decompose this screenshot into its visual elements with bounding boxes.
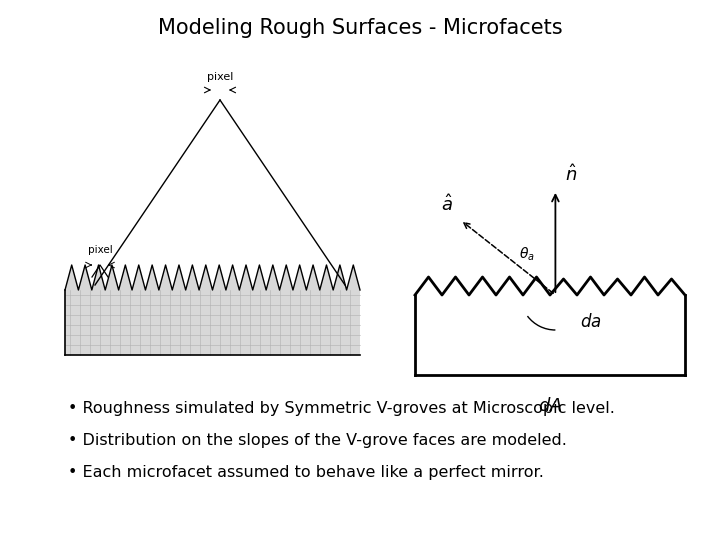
Polygon shape — [65, 265, 360, 355]
Text: • Distribution on the slopes of the V-grove faces are modeled.: • Distribution on the slopes of the V-gr… — [68, 433, 567, 448]
Text: $\hat{n}$: $\hat{n}$ — [565, 164, 577, 185]
Text: • Roughness simulated by Symmetric V-groves at Microscopic level.: • Roughness simulated by Symmetric V-gro… — [68, 401, 615, 415]
Text: • Each microfacet assumed to behave like a perfect mirror.: • Each microfacet assumed to behave like… — [68, 464, 544, 480]
Text: Modeling Rough Surfaces - Microfacets: Modeling Rough Surfaces - Microfacets — [158, 18, 562, 38]
Text: pixel: pixel — [88, 245, 112, 255]
Text: $\hat{a}$: $\hat{a}$ — [441, 194, 452, 215]
Text: pixel: pixel — [207, 72, 233, 82]
Text: $da$: $da$ — [580, 313, 602, 331]
Text: $\theta_a$: $\theta_a$ — [520, 246, 535, 263]
Text: $dA$: $dA$ — [538, 397, 562, 415]
